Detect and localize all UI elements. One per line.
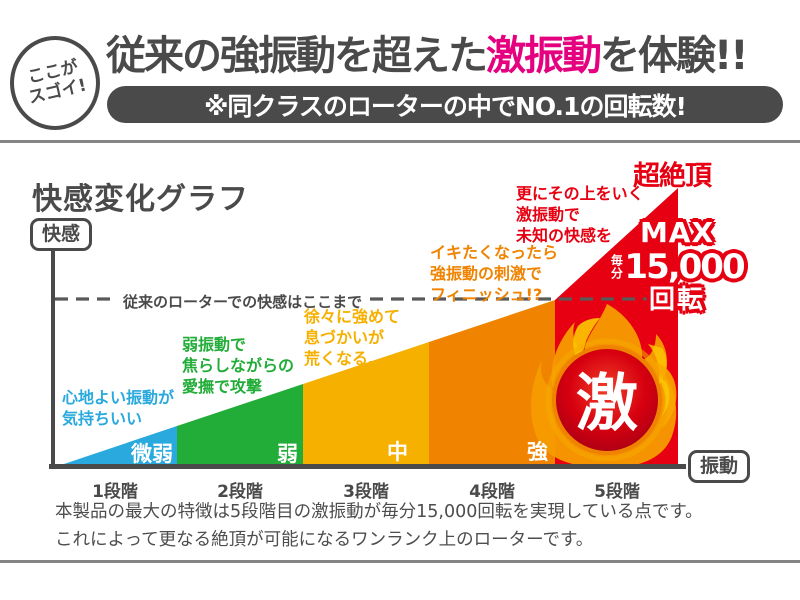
x-axis-label: 振動	[700, 455, 739, 477]
main-title-pre: 従来の強振動を超えた	[106, 33, 488, 79]
x-axis-label-box: 振動	[688, 450, 751, 483]
section-divider-top	[0, 140, 800, 143]
footer-line-2: これによって更なる絶頂が可能になるワンランク上のローターです。	[55, 530, 594, 550]
chart-title: 快感変化グラフ	[32, 182, 249, 217]
reference-line-label: 従来のローターでの快感はここまで	[116, 291, 370, 312]
annotation-level5: 更にその上をいく 激振動で 未知の快感を	[516, 184, 644, 246]
annotation-level2: 弱振動で 焦らしながらの 愛撫で攻撃	[182, 335, 294, 397]
max-rpm-unit: 回転	[648, 285, 705, 315]
main-title-highlight: 激振動	[486, 33, 602, 79]
annotation-line: 焦らしながらの	[182, 355, 295, 375]
section-divider-bottom	[0, 560, 800, 563]
subtitle-banner: ※同クラスのローターの中でNO.1の回転数!	[107, 86, 783, 123]
annotation-line: イキたくなったら	[430, 243, 559, 262]
annotation-level1: 心地よい振動が 気持ちいい	[62, 388, 174, 430]
annotation-line: 愛撫で攻撃	[182, 376, 263, 396]
annotation-line: フィニッシュ!?	[430, 284, 543, 304]
annotation-line: 強振動の刺激で	[430, 263, 543, 283]
main-title-post: を体験!!	[600, 33, 748, 79]
x-axis-line	[49, 464, 686, 469]
x-tick-stage5: 5段階	[594, 482, 640, 502]
footer-description: 本製品の最大の特徴は5段階目の激振動が毎分15,000回転を実現している点です。…	[55, 498, 703, 554]
annotation-line: 荒くなる…	[304, 348, 385, 368]
flame-tongue-icon	[655, 362, 677, 428]
annotation-line: 未知の快感を	[516, 225, 613, 245]
flame-icon	[530, 304, 677, 468]
x-tick-stage4: 4段階	[469, 482, 515, 502]
y-axis-line	[51, 248, 55, 466]
max-rpm-prefix: MAX	[639, 216, 715, 249]
annotation-line: 更にその上をいく	[516, 184, 644, 203]
y-axis-label-box: 快感	[30, 218, 93, 251]
x-tick-stage1: 1段階	[92, 482, 138, 502]
peak-label: 超絶頂	[633, 161, 712, 192]
flame-accent-icon	[648, 344, 667, 386]
geki-circle	[552, 345, 662, 455]
geki-circle-halo	[545, 338, 669, 462]
main-title: 従来の強振動を超えた激振動を体験!!	[106, 33, 748, 79]
x-tick-stage3: 3段階	[343, 482, 389, 502]
strength-label-level1: 微弱	[131, 442, 173, 466]
strength-label-level3: 中	[387, 440, 408, 464]
max-rpm-badge: MAX 毎分 15,000 回転	[609, 216, 745, 315]
annotation-line: 心地よい振動が	[62, 388, 175, 407]
flame-accent-icon	[573, 318, 600, 368]
flame-tongue-icon	[658, 376, 670, 416]
y-axis-label: 快感	[42, 223, 81, 245]
annotation-line: 激振動で	[516, 204, 581, 224]
max-rpm-per-minute: 毎分	[609, 254, 624, 280]
max-rpm-value: 15,000	[624, 247, 745, 287]
annotation-level4: イキたくなったら 強振動の刺激で フィニッシュ!?	[430, 243, 558, 305]
highlight-badge-text: ここが スゴイ!	[22, 57, 88, 108]
max-rpm-row: 毎分 15,000	[609, 247, 745, 287]
strength-label-level4: 強	[527, 440, 548, 464]
highlight-badge: ここが スゴイ!	[10, 36, 100, 130]
subtitle-text: ※同クラスのローターの中でNO.1の回転数!	[204, 91, 687, 121]
footer-line-1: 本製品の最大の特徴は5段階目の激振動が毎分15,000回転を実現している点です。	[55, 502, 703, 522]
annotation-level3: 徐々に強めて 息づかいが 荒くなる…	[304, 307, 400, 369]
annotation-line: 弱振動で	[182, 335, 247, 354]
x-tick-stage2: 2段階	[217, 482, 263, 502]
strength-label-level2: 弱	[277, 442, 298, 466]
annotation-line: 気持ちいい	[62, 408, 143, 428]
geki-label: 激	[576, 367, 638, 440]
annotation-line: 徐々に強めて	[304, 307, 401, 326]
annotation-line: 息づかいが	[304, 327, 385, 347]
